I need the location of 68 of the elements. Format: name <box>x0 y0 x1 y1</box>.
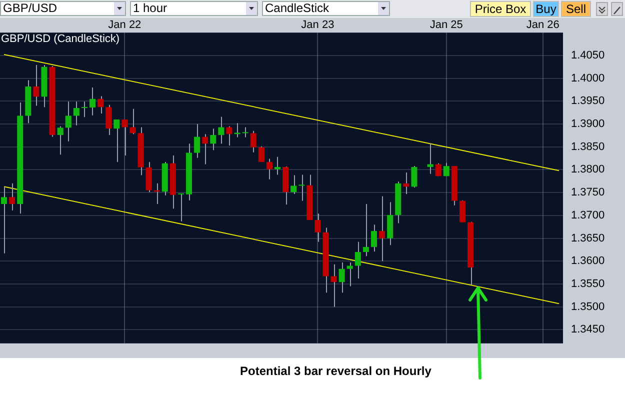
candlestick <box>33 64 40 106</box>
candlestick <box>387 202 394 246</box>
candlestick <box>194 124 200 158</box>
y-tick-label: 1.3800 <box>571 164 605 176</box>
candlestick <box>411 166 418 188</box>
x-tick-label: Jan 22 <box>108 19 142 32</box>
text: Buy <box>533 1 559 17</box>
text: CandleStick <box>265 1 330 15</box>
candlestick <box>403 172 410 194</box>
y-tick-label: 1.3500 <box>571 300 605 313</box>
y-tick-label: 1.3450 <box>571 324 605 336</box>
candlestick <box>202 134 208 165</box>
candlestick <box>362 203 369 257</box>
candlestick <box>9 182 16 211</box>
x-tick-label: Jan 25 <box>430 19 463 32</box>
candlestick <box>210 128 216 151</box>
candlestick <box>98 96 104 114</box>
candlestick <box>65 101 72 142</box>
text: Potential 3 bar reversal on Hourly <box>240 364 432 378</box>
candlestick <box>218 116 224 144</box>
candlestick <box>354 241 361 279</box>
candlestick <box>330 264 337 308</box>
y-tick-label: 1.3950 <box>571 95 605 108</box>
candlestick <box>266 158 272 180</box>
candlestick <box>130 108 136 135</box>
x-tick-label: Jan 26 <box>526 19 560 32</box>
text: Sell <box>561 1 591 17</box>
candlestick <box>57 126 64 156</box>
text: Price Box <box>470 1 531 17</box>
candlestick <box>338 262 345 294</box>
x-tick-label: Jan 23 <box>301 19 334 32</box>
y-tick-label: 1.3600 <box>571 255 605 268</box>
candlestick <box>1 186 8 254</box>
candlestick <box>258 146 264 162</box>
candlestick <box>314 213 321 242</box>
candlestick <box>106 104 112 136</box>
y-tick-label: 1.3850 <box>571 140 605 153</box>
text: 1 hour <box>133 1 168 15</box>
y-tick-label: 1.4000 <box>571 72 605 84</box>
candlestick <box>234 122 240 138</box>
y-tick-label: 1.3700 <box>571 209 605 222</box>
candlestick <box>346 262 353 287</box>
candlestick <box>370 224 378 252</box>
candlestick <box>73 101 80 126</box>
candlestick <box>114 118 120 162</box>
text: GBP/USD <box>3 1 58 15</box>
candlestick <box>443 162 450 177</box>
candlestick <box>146 161 152 193</box>
candlestick <box>81 101 88 118</box>
candlestick <box>89 86 96 116</box>
candlestick <box>226 126 232 146</box>
candlestick <box>435 162 442 177</box>
candlestick <box>178 193 184 222</box>
candlestick <box>122 118 128 156</box>
y-tick-label: 1.3750 <box>571 186 605 199</box>
candlestick <box>250 130 256 153</box>
candlestick <box>427 142 434 174</box>
candlestick <box>379 196 386 262</box>
y-tick-label: 1.3550 <box>571 278 605 290</box>
y-tick-label: 1.3650 <box>571 232 605 244</box>
y-tick-label: 1.4050 <box>571 49 605 62</box>
candlestick <box>290 174 297 194</box>
candlestick <box>298 174 305 202</box>
y-tick-label: 1.3900 <box>571 118 605 130</box>
candlestick <box>459 200 466 223</box>
chart-title: GBP/USD (CandleStick) <box>1 33 120 46</box>
candlestick <box>274 156 280 176</box>
candlestick <box>242 126 248 138</box>
